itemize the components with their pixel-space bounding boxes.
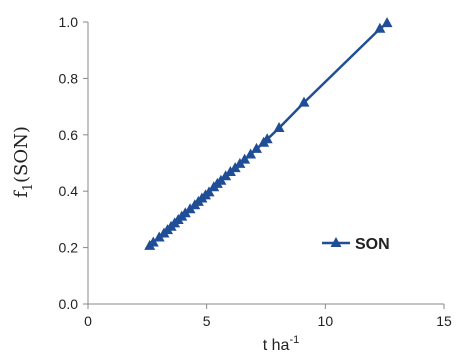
x-axis-title: t ha-1 — [263, 334, 299, 354]
data-point — [261, 133, 273, 144]
axes — [87, 22, 444, 305]
y-axis-title-rest: (SON) — [11, 126, 32, 183]
y-tick-label: 0.6 — [59, 127, 79, 143]
y-tick-label: 0.4 — [59, 183, 79, 199]
ticks: 0 5 10 15 0.0 0.2 0.4 0.6 0.8 1.0 — [59, 14, 452, 329]
y-tick-label: 0.8 — [59, 70, 79, 86]
x-axis-title-superscript: -1 — [289, 334, 299, 346]
x-tick-label: 15 — [436, 313, 452, 329]
y-axis-title-subscript: 1 — [21, 183, 36, 191]
data-point — [381, 17, 393, 28]
y-tick-label: 1.0 — [59, 14, 79, 30]
x-tick-label: 10 — [318, 313, 334, 329]
y-axis-title-text: f — [11, 190, 32, 198]
data-point — [251, 142, 263, 153]
data-point — [239, 153, 251, 164]
series-layer — [144, 17, 393, 250]
data-point — [273, 122, 285, 133]
y-axis-title: f1(SON) — [11, 126, 36, 198]
legend-label: SON — [355, 236, 390, 253]
x-tick-label: 0 — [84, 313, 92, 329]
data-point — [374, 22, 386, 33]
data-point — [147, 236, 159, 247]
legend-marker — [330, 237, 342, 247]
data-point — [298, 96, 310, 107]
data-point — [245, 148, 257, 159]
y-tick-label: 0.0 — [59, 296, 79, 312]
x-axis-title-text: t ha — [263, 337, 290, 354]
x-tick-label: 5 — [203, 313, 211, 329]
y-tick-label: 0.2 — [59, 240, 79, 256]
legend: SON — [322, 236, 390, 253]
data-point — [203, 186, 215, 197]
